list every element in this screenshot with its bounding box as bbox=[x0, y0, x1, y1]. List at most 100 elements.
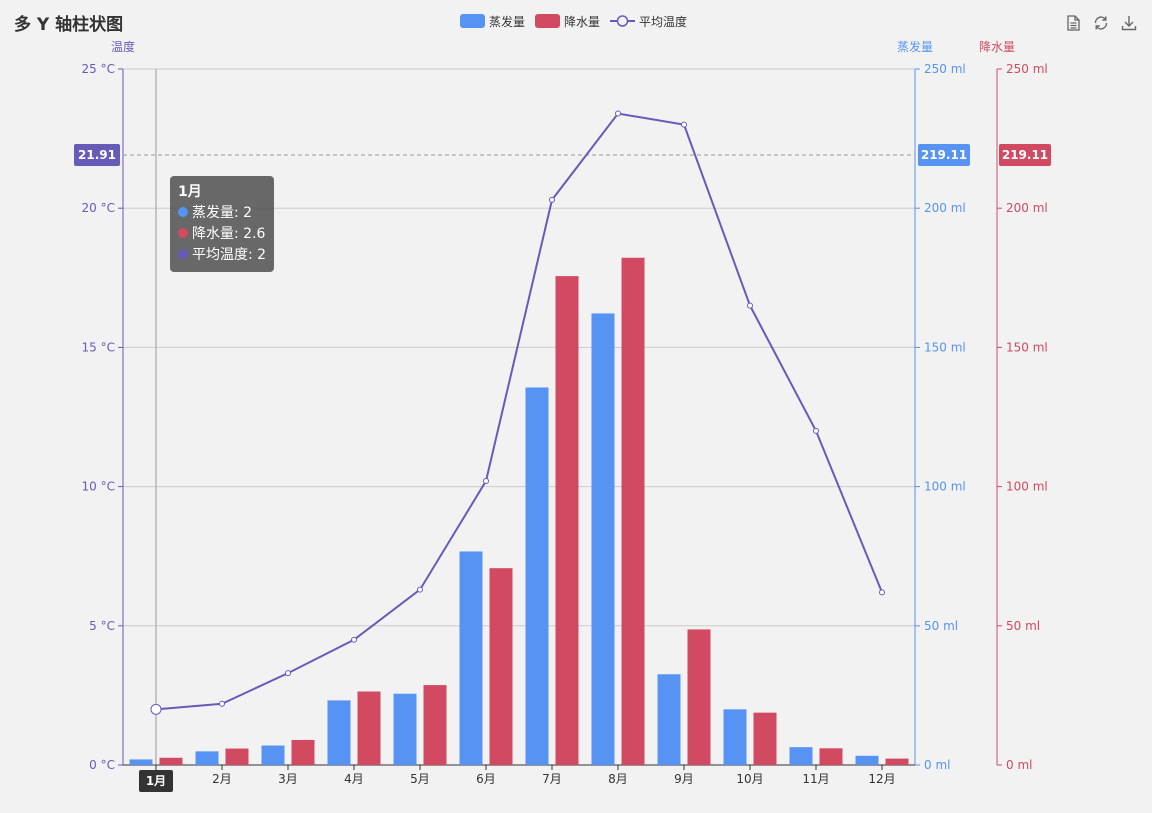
y-axis-name-temp: 温度 bbox=[111, 39, 135, 54]
bar-precip bbox=[489, 568, 513, 765]
point-temp bbox=[681, 121, 687, 128]
bar-precip bbox=[621, 257, 645, 765]
tooltip-label-evap: 蒸发量: 2 bbox=[192, 205, 253, 221]
tooltip-label-temp: 平均温度: 2 bbox=[192, 247, 267, 263]
bar-evap bbox=[129, 759, 153, 765]
point-temp bbox=[351, 636, 357, 643]
bar-precip bbox=[357, 691, 381, 765]
data-view-icon[interactable] bbox=[1064, 14, 1082, 32]
xtick-label: 9月 bbox=[674, 772, 694, 786]
point-temp bbox=[615, 110, 621, 117]
legend-label-temp: 平均温度 bbox=[639, 14, 688, 29]
bar-evap bbox=[657, 674, 681, 765]
legend-swatch-evap bbox=[460, 14, 485, 28]
bar-precip bbox=[753, 712, 777, 765]
bar-evap bbox=[723, 709, 747, 765]
ytick-label-temp: 10 °C bbox=[82, 480, 115, 494]
ytick-label-temp: 20 °C bbox=[82, 201, 115, 215]
point-temp bbox=[483, 478, 489, 485]
bar-evap bbox=[591, 313, 615, 765]
xtick-label: 5月 bbox=[410, 772, 430, 786]
bar-precip bbox=[423, 685, 447, 765]
axis-pointer-label-precip-box bbox=[999, 144, 1051, 167]
axis-pointer-label-evap: 219.11 bbox=[921, 148, 967, 162]
bar-evap bbox=[261, 745, 285, 765]
restore-icon[interactable] bbox=[1092, 14, 1110, 32]
point-temp bbox=[879, 589, 885, 596]
xtick-label: 3月 bbox=[278, 772, 298, 786]
xtick-label: 6月 bbox=[476, 772, 496, 786]
tooltip-row-temp: 平均温度: 2 bbox=[178, 245, 266, 266]
legend: 蒸发量 降水量 平均温度 bbox=[460, 12, 687, 30]
ytick-label-precip: 200 ml bbox=[1006, 201, 1048, 215]
xtick-label: 2月 bbox=[212, 772, 232, 786]
y-axis-name-evap: 蒸发量 bbox=[897, 39, 933, 54]
point-temp bbox=[417, 586, 423, 593]
tooltip: 1月 蒸发量: 2 降水量: 2.6 平均温度: 2 bbox=[170, 176, 275, 272]
ytick-label-precip: 0 ml bbox=[1006, 758, 1032, 772]
ytick-label-evap: 0 ml bbox=[924, 758, 950, 772]
legend-swatch-precip bbox=[535, 14, 561, 28]
bar-evap bbox=[327, 700, 351, 765]
bar-precip bbox=[687, 629, 711, 765]
bar-precip bbox=[159, 757, 183, 765]
ytick-label-precip: 250 ml bbox=[1006, 62, 1048, 76]
ytick-label-evap: 250 ml bbox=[924, 62, 966, 76]
xaxis-pointer-box bbox=[139, 770, 173, 792]
ytick-label-precip: 100 ml bbox=[1006, 480, 1048, 494]
legend-item-temp[interactable]: 平均温度 bbox=[610, 13, 687, 30]
ytick-label-evap: 100 ml bbox=[924, 480, 966, 494]
point-temp bbox=[747, 302, 753, 309]
save-image-icon[interactable] bbox=[1120, 14, 1138, 32]
point-temp bbox=[219, 700, 225, 707]
tooltip-dot-precip bbox=[178, 228, 188, 238]
ytick-label-evap: 150 ml bbox=[924, 340, 966, 354]
point-temp bbox=[549, 196, 555, 203]
ytick-label-temp: 5 °C bbox=[89, 619, 115, 633]
ytick-label-temp: 0 °C bbox=[89, 758, 115, 772]
tooltip-dot-evap bbox=[178, 207, 188, 217]
bar-evap bbox=[789, 747, 813, 765]
chart-title: 多 Y 轴柱状图 bbox=[14, 15, 124, 35]
bar-evap bbox=[855, 755, 879, 765]
legend-item-evap[interactable]: 蒸发量 bbox=[460, 13, 525, 30]
bar-precip bbox=[225, 748, 249, 765]
axis-pointer-label-temp: 21.91 bbox=[78, 148, 116, 162]
axis-pointer-label-evap-box bbox=[918, 144, 970, 167]
bar-evap bbox=[525, 387, 549, 765]
ytick-label-precip: 150 ml bbox=[1006, 340, 1048, 354]
xtick-label: 12月 bbox=[868, 772, 895, 786]
tooltip-dot-temp bbox=[178, 249, 188, 259]
bar-precip bbox=[885, 758, 909, 765]
point-temp bbox=[150, 703, 162, 715]
y-axis-name-precip: 降水量 bbox=[979, 40, 1015, 54]
legend-label-evap: 蒸发量 bbox=[489, 14, 526, 29]
toolbox bbox=[1064, 14, 1138, 32]
xtick-label: 8月 bbox=[608, 772, 628, 786]
tooltip-label-precip: 降水量: 2.6 bbox=[192, 226, 266, 242]
legend-line-temp bbox=[610, 15, 636, 27]
bar-evap bbox=[393, 693, 417, 765]
point-temp bbox=[813, 427, 819, 434]
bar-precip bbox=[819, 748, 843, 765]
xtick-label: 4月 bbox=[344, 772, 364, 786]
xtick-label: 7月 bbox=[542, 772, 562, 786]
point-temp bbox=[285, 670, 291, 677]
ytick-label-temp: 15 °C bbox=[82, 340, 115, 354]
bar-evap bbox=[459, 551, 483, 765]
bar-evap bbox=[195, 751, 219, 765]
xtick-label: 11月 bbox=[802, 772, 829, 786]
ytick-label-temp: 25 °C bbox=[82, 62, 115, 76]
ytick-label-evap: 50 ml bbox=[924, 619, 958, 633]
axis-pointer-label-precip: 219.11 bbox=[1002, 148, 1048, 162]
legend-item-precip[interactable]: 降水量 bbox=[535, 13, 600, 30]
bar-precip bbox=[291, 739, 315, 765]
legend-label-precip: 降水量 bbox=[564, 14, 601, 29]
bar-precip bbox=[555, 276, 579, 765]
tooltip-title: 1月 bbox=[178, 184, 202, 200]
tooltip-row-evap: 蒸发量: 2 bbox=[178, 203, 266, 224]
xtick-label: 10月 bbox=[736, 772, 763, 786]
line-temp bbox=[155, 112, 883, 711]
